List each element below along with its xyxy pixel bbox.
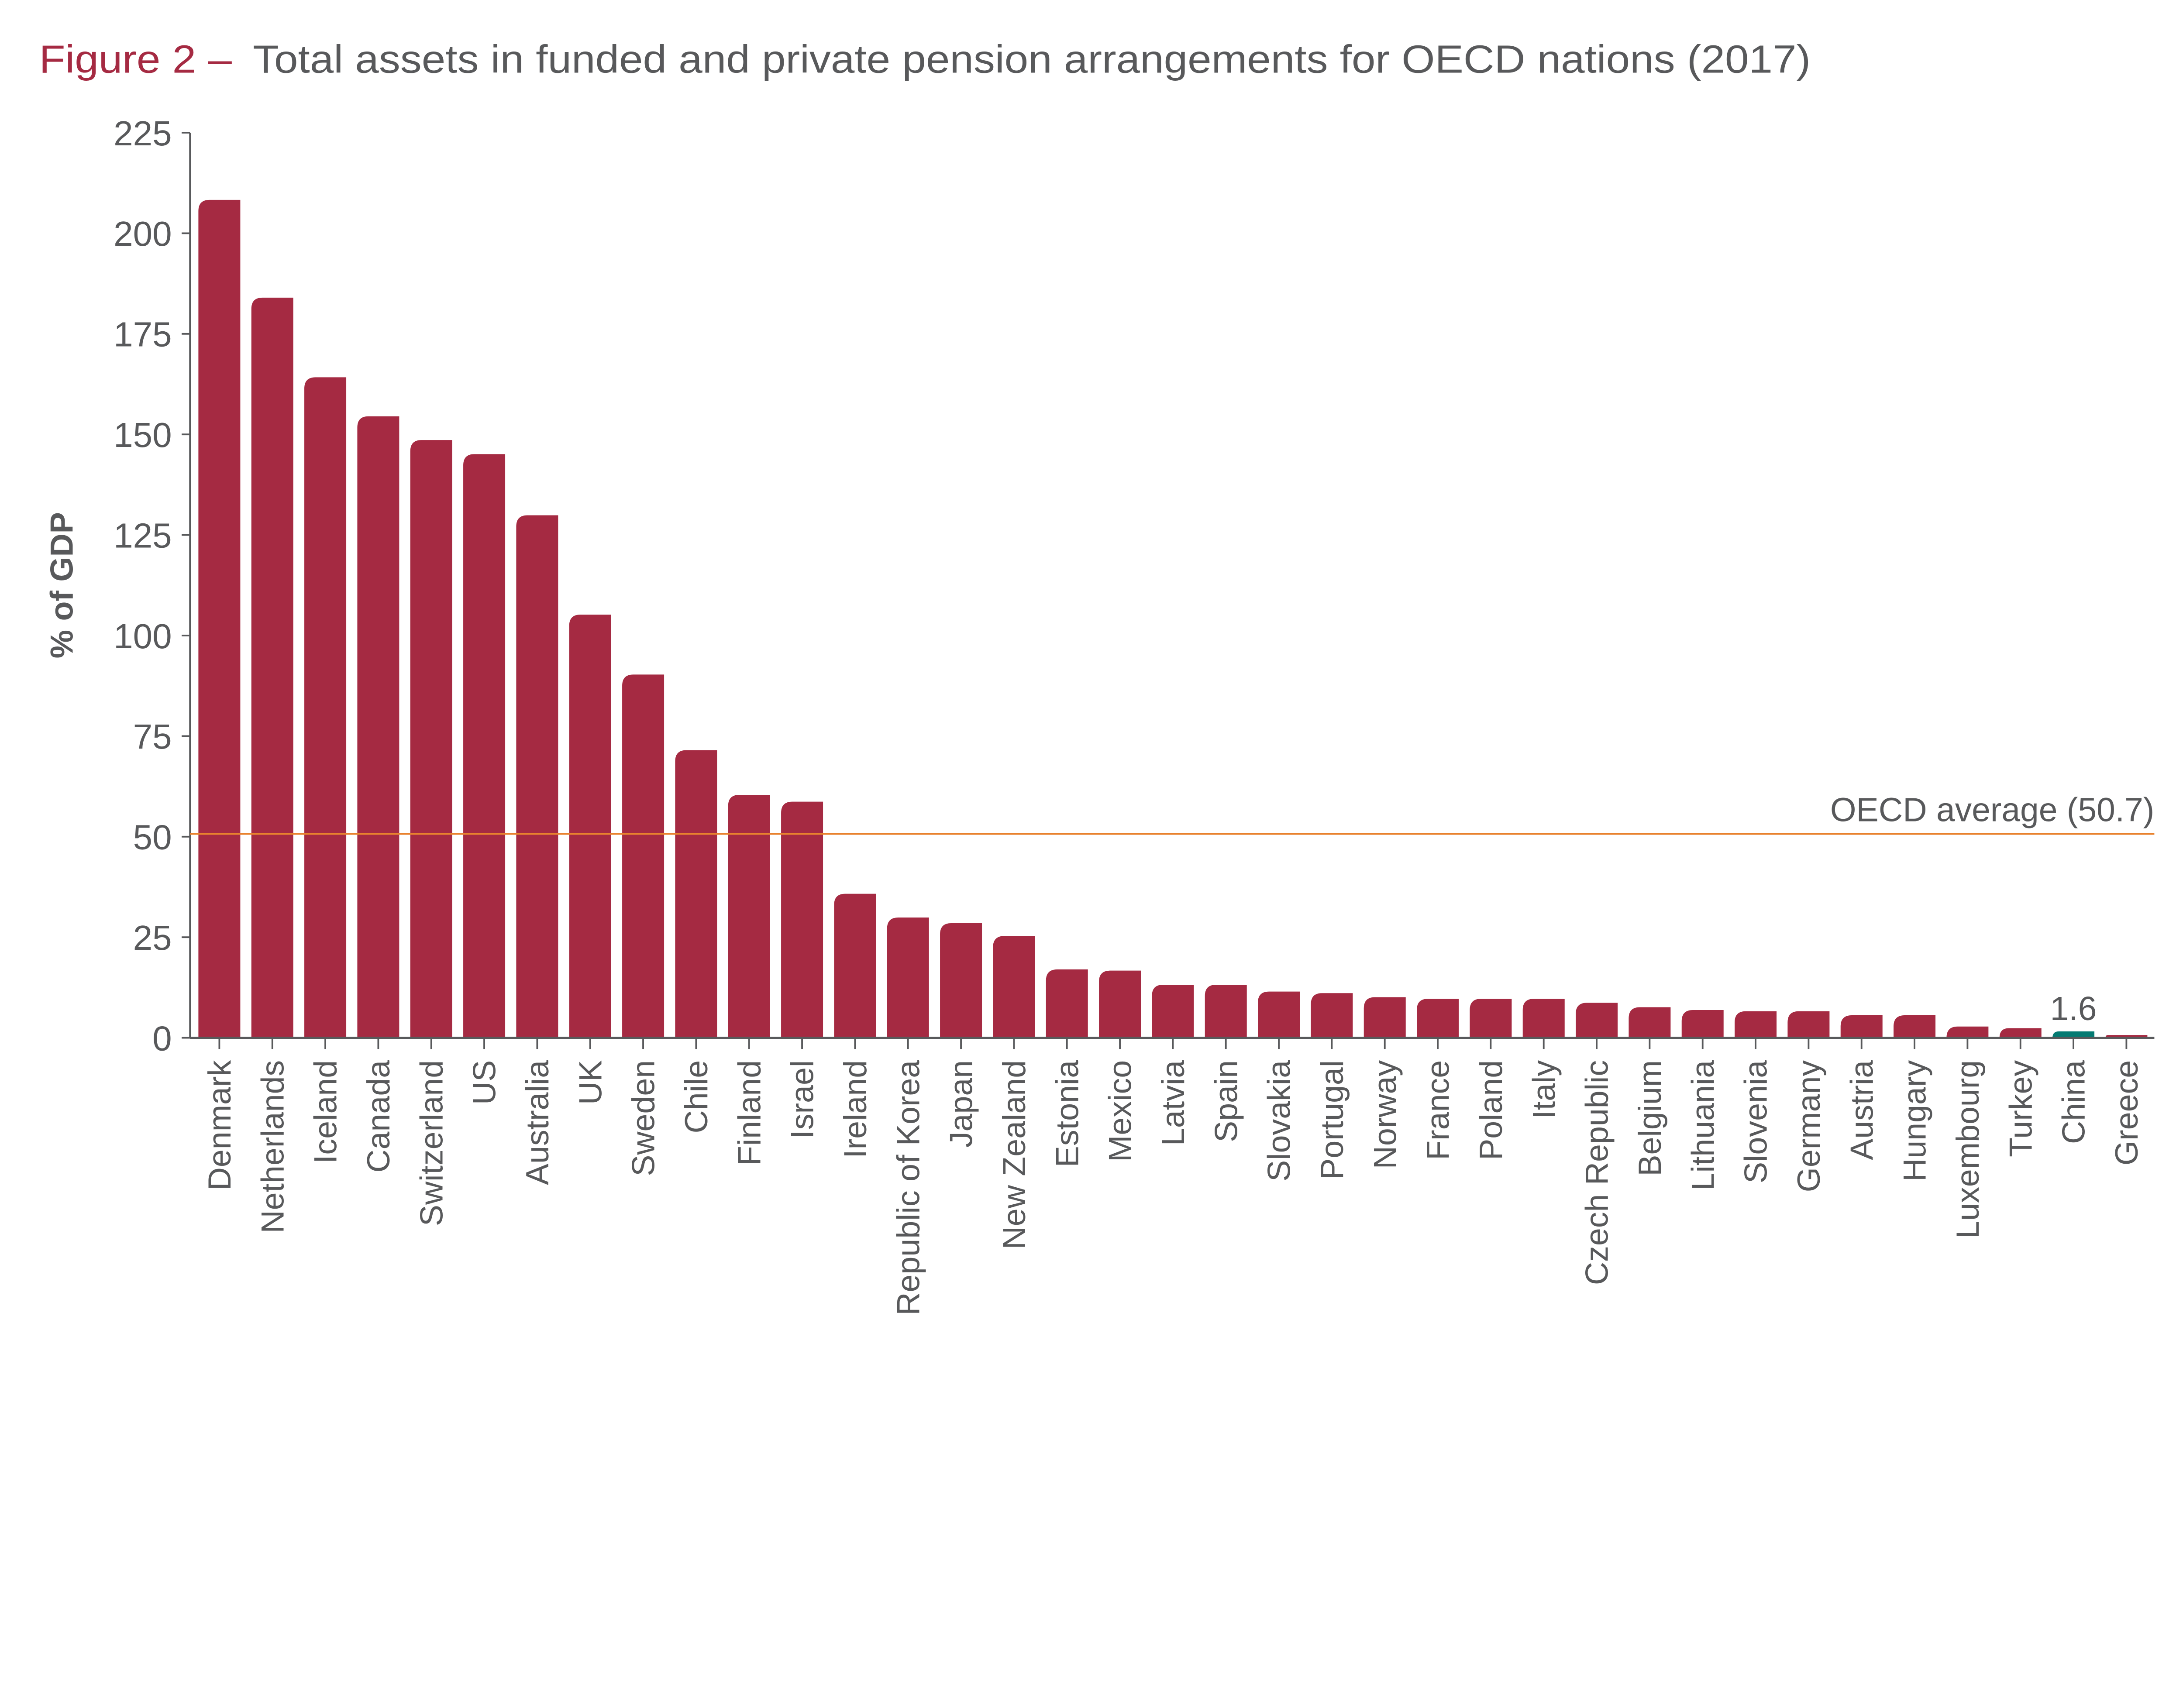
bar-iceland <box>304 377 347 1038</box>
x-tick-label: Germany <box>1790 1060 1827 1193</box>
x-tick-label: US <box>466 1060 503 1105</box>
oecd-average-line: OECD average (50.7) <box>190 791 2155 835</box>
bar-france <box>1417 999 1459 1038</box>
x-tick-label: New Zealand <box>996 1060 1032 1250</box>
x-tick-label: Poland <box>1473 1060 1509 1160</box>
bar-estonia <box>1046 969 1088 1038</box>
x-tick-label: UK <box>572 1060 608 1105</box>
x-tick-label: Denmark <box>201 1060 238 1191</box>
x-tick-label: Netherlands <box>254 1060 290 1234</box>
x-tick-label: Belgium <box>1632 1060 1668 1176</box>
bar-canada <box>357 416 399 1038</box>
x-tick-label: Austria <box>1843 1060 1880 1160</box>
data-label: 1.6 <box>2050 990 2097 1028</box>
bar-uk <box>569 615 611 1038</box>
bar-japan <box>940 923 982 1038</box>
x-tick-label: Slovenia <box>1738 1060 1774 1183</box>
x-tick-label: Hungary <box>1897 1060 1933 1182</box>
x-tick-label: Finland <box>731 1060 767 1165</box>
x-tick-label: Switzerland <box>413 1060 449 1226</box>
x-tick-label: Estonia <box>1049 1060 1085 1167</box>
x-tick-label: Japan <box>943 1060 979 1148</box>
bar-portugal <box>1311 993 1353 1038</box>
x-tick-label: Latvia <box>1155 1060 1191 1146</box>
bar-latvia <box>1152 984 1194 1038</box>
bar-switzerland <box>410 440 452 1038</box>
y-axis: 0 25 50 75 100 125 150 175 200 225 <box>114 114 191 1058</box>
bar-belgium <box>1629 1007 1671 1038</box>
x-tick-label: Israel <box>784 1060 820 1139</box>
bar-republic-of-korea <box>887 918 929 1038</box>
bar-turkey <box>1999 1028 2042 1038</box>
x-tick-label: Portugal <box>1314 1060 1350 1180</box>
bar-spain <box>1205 984 1247 1038</box>
bar-new-zealand <box>993 936 1035 1038</box>
bar-mexico <box>1099 970 1141 1038</box>
x-tick-label: France <box>1420 1060 1456 1160</box>
y-tick-label: 200 <box>114 214 172 253</box>
x-axis: Denmark Netherlands Iceland Canada Switzerla… <box>190 1037 2155 1316</box>
x-tick-label: Turkey <box>2002 1060 2038 1157</box>
bar-lithuania <box>1681 1010 1724 1038</box>
bar-luxembourg <box>1946 1026 1989 1038</box>
bar-us <box>463 454 506 1038</box>
y-tick-label: 0 <box>152 1019 172 1058</box>
y-tick-label: 100 <box>114 617 172 656</box>
y-tick-label: 175 <box>114 315 172 354</box>
x-tick-label: Sweden <box>625 1060 661 1176</box>
reference-line-label: OECD average (50.7) <box>1830 791 2155 829</box>
bar-italy <box>1522 999 1565 1038</box>
y-tick-label: 50 <box>133 818 172 857</box>
x-tick-label: Mexico <box>1102 1060 1138 1162</box>
bar-norway <box>1364 997 1406 1038</box>
y-tick-label: 150 <box>114 416 172 454</box>
bar-poland <box>1470 999 1512 1038</box>
y-tick-label: 75 <box>133 717 172 756</box>
bar-netherlands <box>251 297 293 1038</box>
x-tick-label: Canada <box>360 1060 396 1173</box>
bar-chart: Figure 2 – Total assets in funded and pr… <box>39 37 2155 1316</box>
y-tick-label: 225 <box>114 114 172 153</box>
x-tick-label: Republic of Korea <box>890 1060 926 1316</box>
x-tick-label: Lithuania <box>1684 1060 1721 1191</box>
x-tick-label: Chile <box>678 1060 714 1134</box>
bar-germany <box>1787 1011 1830 1038</box>
x-tick-label: Spain <box>1208 1060 1244 1142</box>
bar-hungary <box>1894 1015 1936 1038</box>
bar-sweden <box>622 674 665 1038</box>
bar-ireland <box>834 894 876 1038</box>
x-tick-label: Czech Republic <box>1579 1060 1615 1285</box>
x-tick-label: China <box>2056 1060 2092 1144</box>
bar-israel <box>781 801 823 1038</box>
x-tick-label: Slovakia <box>1261 1060 1297 1182</box>
x-tick-label: Italy <box>1525 1060 1562 1119</box>
bar-czech-republic <box>1576 1003 1618 1038</box>
x-tick-label: Greece <box>2108 1060 2145 1165</box>
bar-china <box>2052 1031 2095 1038</box>
title-text: Total assets in funded and private pensi… <box>253 37 1811 81</box>
x-tick-label: Norway <box>1367 1060 1403 1169</box>
bar-chile <box>675 750 717 1038</box>
figure-label: Figure 2 – <box>39 37 232 81</box>
x-tick-label: Luxembourg <box>1949 1060 1986 1239</box>
bar-austria <box>1840 1015 1883 1038</box>
x-tick-label: Ireland <box>837 1060 873 1158</box>
x-tick-label: Iceland <box>307 1060 344 1164</box>
y-tick-label: 25 <box>133 918 172 957</box>
bar-finland <box>728 794 770 1038</box>
x-tick-label: Australia <box>519 1060 555 1185</box>
bar-slovenia <box>1735 1011 1777 1038</box>
y-axis-label: % of GDP <box>43 512 79 658</box>
chart-title: Figure 2 – Total assets in funded and pr… <box>39 37 1811 81</box>
bar-denmark <box>198 199 241 1038</box>
y-tick-label: 125 <box>114 516 172 555</box>
bars: 1.6 <box>198 199 2148 1038</box>
bar-slovakia <box>1258 991 1300 1038</box>
bar-australia <box>516 515 558 1038</box>
